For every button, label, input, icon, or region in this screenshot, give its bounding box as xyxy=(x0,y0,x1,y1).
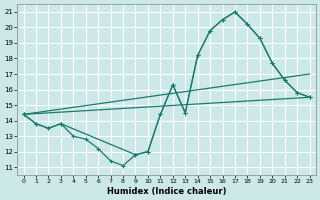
X-axis label: Humidex (Indice chaleur): Humidex (Indice chaleur) xyxy=(107,187,226,196)
